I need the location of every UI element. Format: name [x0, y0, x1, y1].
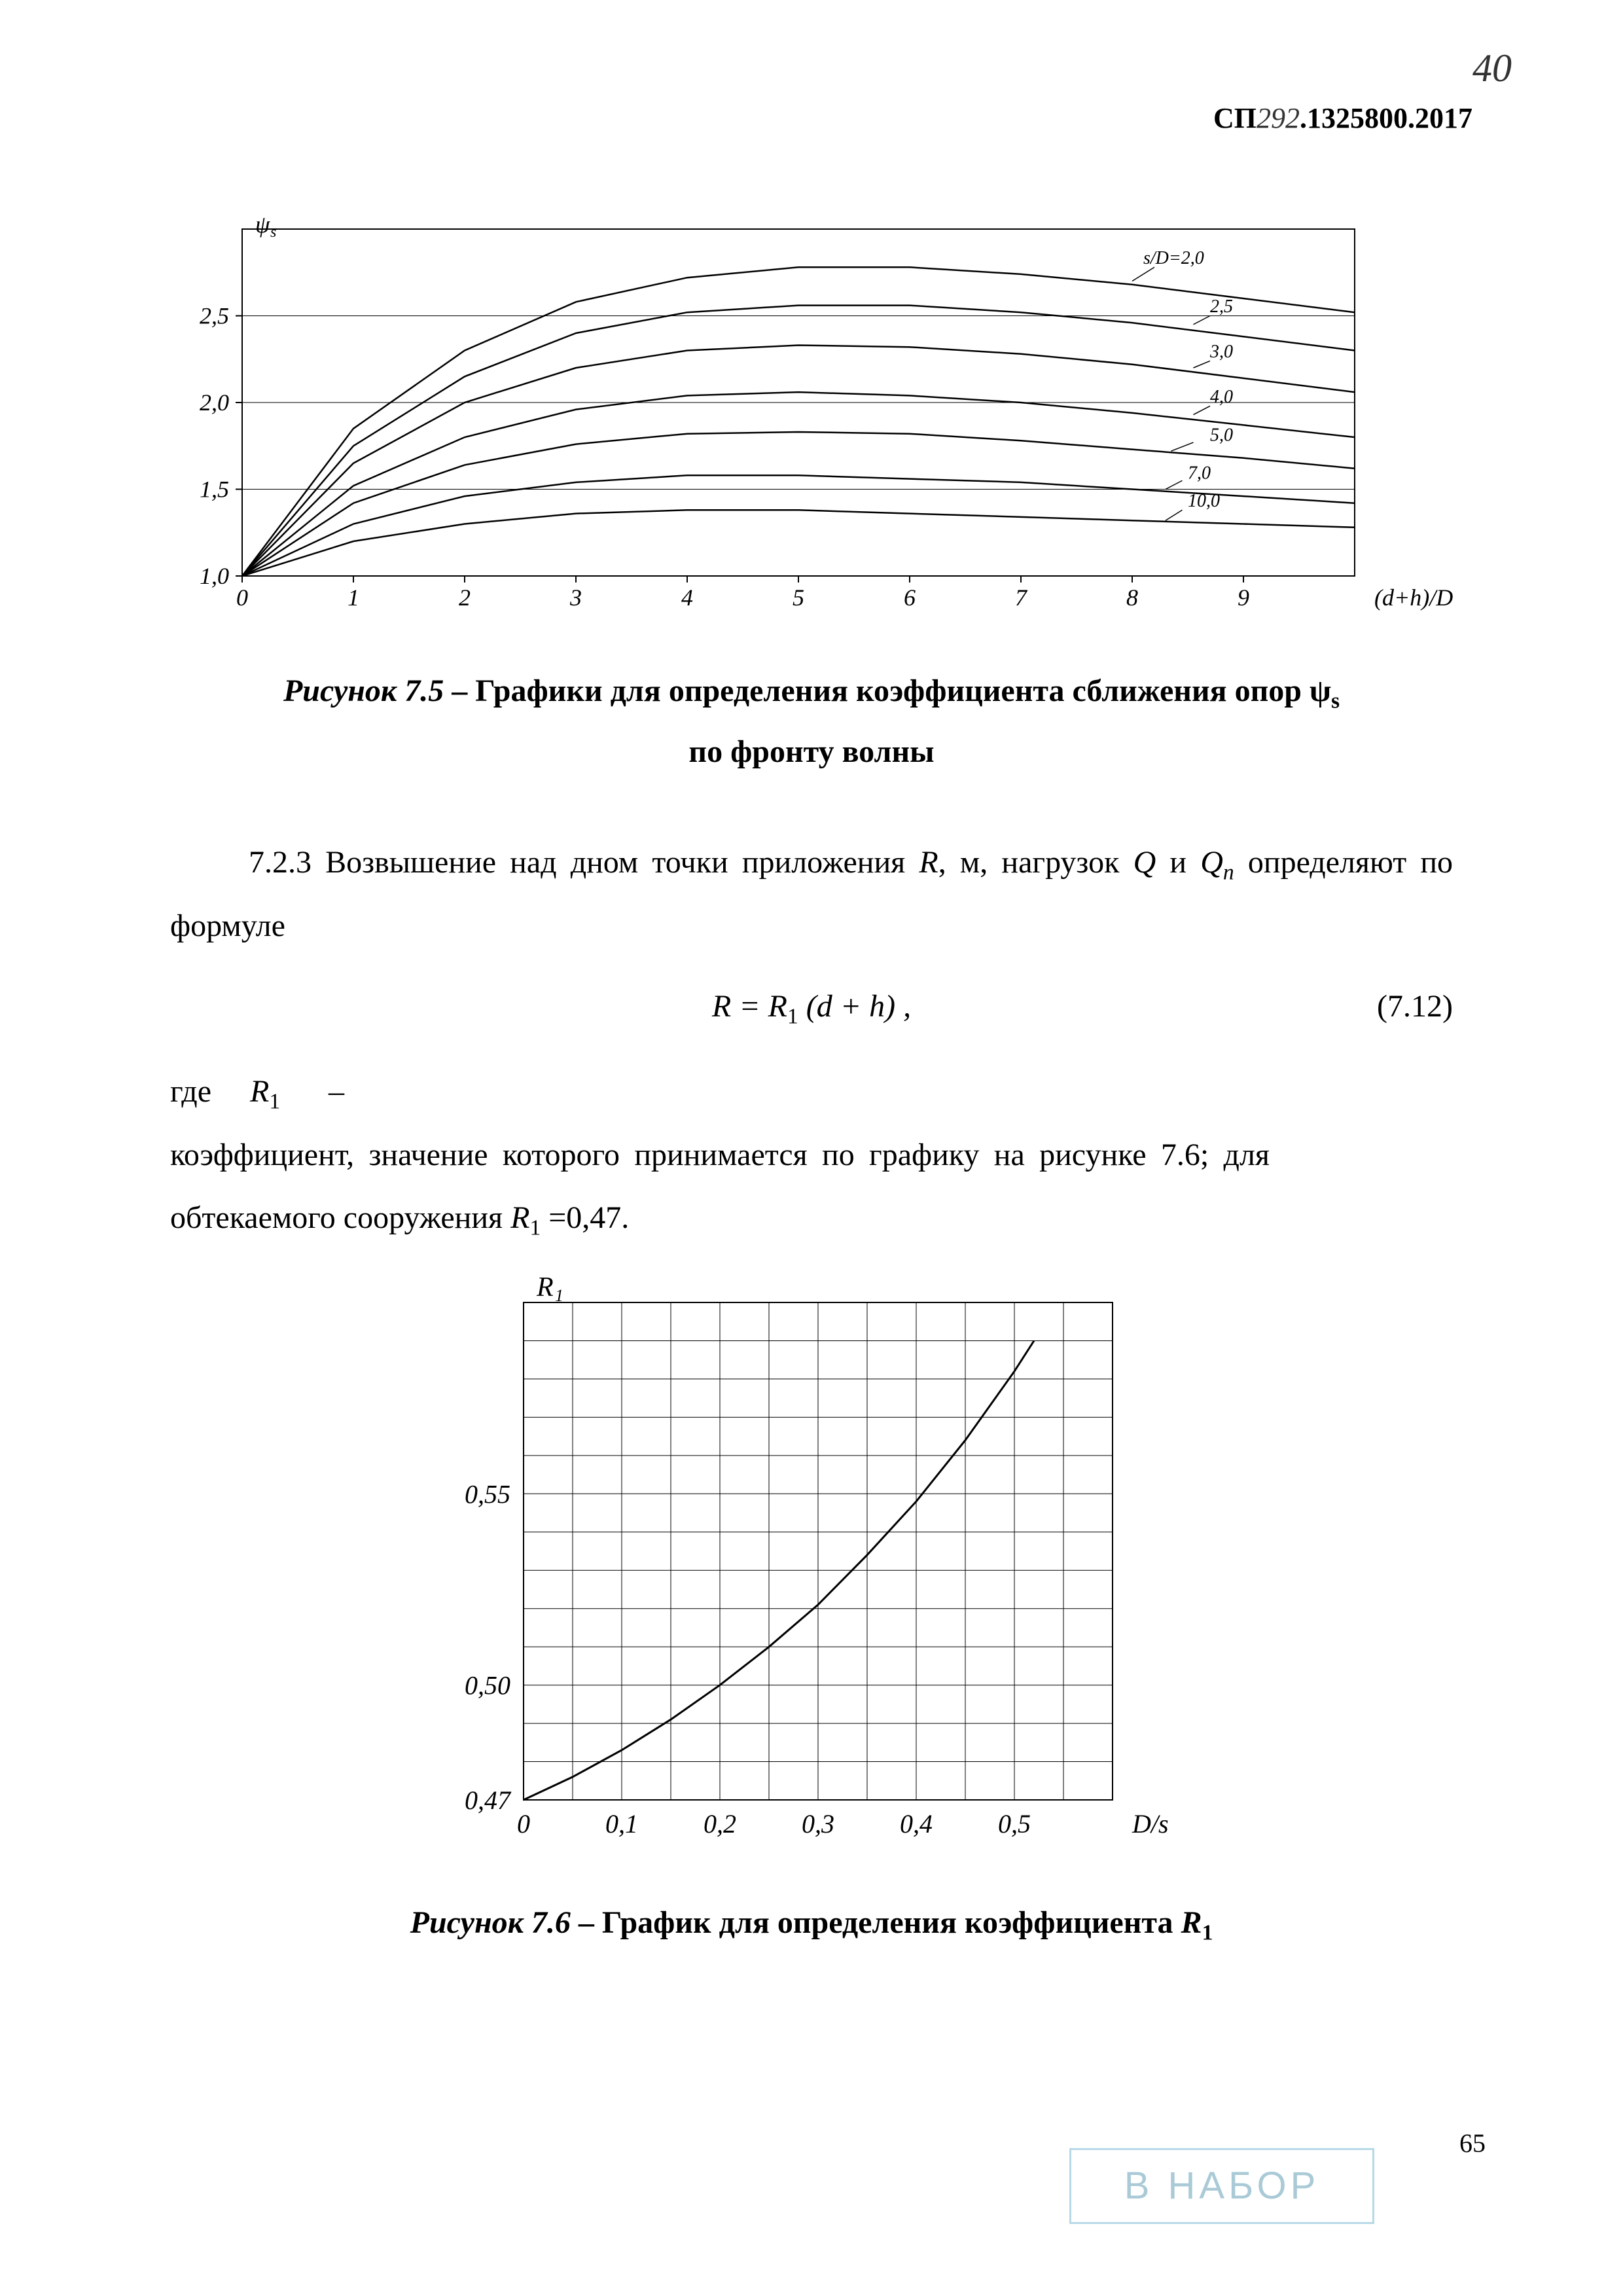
svg-text:0,5: 0,5 — [998, 1809, 1031, 1839]
para-text-b: , м, нагрузок — [938, 845, 1133, 880]
page-number: 65 — [1459, 2128, 1486, 2159]
svg-text:s: s — [270, 224, 276, 241]
where-text-b: =0,47. — [541, 1200, 629, 1235]
svg-text:0,1: 0,1 — [605, 1809, 638, 1839]
formula-lhs: R — [712, 989, 731, 1024]
para-text-a: Возвышение над дном точки приложения — [325, 845, 919, 880]
where-text-a: коэффициент, значение которого принимает… — [170, 1138, 1270, 1235]
svg-text:0,4: 0,4 — [900, 1809, 933, 1839]
svg-text:0,50: 0,50 — [465, 1671, 510, 1700]
para-num: 7.2.3 — [249, 845, 325, 880]
svg-text:3,0: 3,0 — [1209, 342, 1233, 362]
svg-text:2,0: 2,0 — [200, 389, 229, 416]
caption-text-b: по фронту волны — [688, 734, 934, 769]
stamp: В НАБОР — [1069, 2148, 1374, 2224]
svg-text:5,0: 5,0 — [1210, 425, 1233, 445]
formula-rhs-sub: 1 — [787, 1005, 798, 1029]
where-R1: R — [510, 1200, 529, 1235]
svg-text:9: 9 — [1238, 584, 1249, 611]
svg-text:5: 5 — [793, 584, 804, 611]
sym-Q: Q — [1133, 845, 1156, 880]
svg-text:1,5: 1,5 — [200, 476, 229, 503]
svg-text:8: 8 — [1126, 584, 1138, 611]
svg-text:0,47: 0,47 — [465, 1785, 512, 1815]
figure-7-5-caption: Рисунок 7.5 – Графики для определения ко… — [0, 661, 1623, 782]
where-label: где — [170, 1060, 242, 1123]
svg-text:7: 7 — [1015, 584, 1028, 611]
svg-text:D/s: D/s — [1132, 1809, 1169, 1839]
svg-text:3: 3 — [569, 584, 582, 611]
where-block: где R1 – коэффициент, значение которого … — [170, 1060, 1453, 1250]
handwritten-page-number: 40 — [1472, 46, 1512, 91]
svg-text:10,0: 10,0 — [1188, 491, 1220, 511]
svg-text:1,0: 1,0 — [200, 563, 229, 589]
formula-rhs-b: (d + h) , — [806, 989, 911, 1024]
svg-text:1: 1 — [348, 584, 359, 611]
sym-Qn: Q — [1200, 845, 1223, 880]
svg-text:R: R — [536, 1272, 554, 1302]
svg-text:4,0: 4,0 — [1210, 387, 1233, 407]
para-and: и — [1156, 845, 1200, 880]
svg-text:0,55: 0,55 — [465, 1479, 510, 1509]
svg-text:0,3: 0,3 — [802, 1809, 834, 1839]
where-symbol-sub: 1 — [269, 1090, 280, 1114]
figure-label: Рисунок 7.6 — [410, 1905, 571, 1940]
svg-text:0: 0 — [236, 584, 248, 611]
formula-7-12: R = R1 (d + h) , (7.12) — [170, 988, 1453, 1030]
sym-R: R — [919, 845, 938, 880]
figure-7-5-chart: 1,0 1,5 2,0 2,5 0 1 2 3 4 5 6 7 8 9 ψs (d+h)/D s/D=2,0 2,… — [164, 216, 1459, 622]
code-handwritten: 292 — [1257, 102, 1300, 134]
formula-number: (7.12) — [1377, 988, 1453, 1024]
svg-text:4: 4 — [681, 584, 693, 611]
svg-text:ψ: ψ — [255, 216, 270, 238]
svg-text:0,2: 0,2 — [704, 1809, 736, 1839]
svg-text:7,0: 7,0 — [1188, 463, 1211, 484]
caption-text: График для определения коэффициента — [602, 1905, 1181, 1940]
where-symbol: R — [250, 1074, 269, 1109]
sym-R: R — [1181, 1905, 1202, 1940]
svg-text:2,5: 2,5 — [200, 303, 229, 329]
sym-Qn-sub: n — [1223, 861, 1234, 885]
caption-dash: – — [444, 673, 475, 708]
svg-text:2: 2 — [459, 584, 471, 611]
caption-dash: – — [571, 1905, 602, 1940]
svg-text:6: 6 — [904, 584, 916, 611]
where-R1-sub: 1 — [529, 1215, 541, 1240]
formula-rhs-a: R — [768, 989, 787, 1024]
svg-text:2,5: 2,5 — [1210, 296, 1233, 317]
psi-sub: s — [1331, 689, 1340, 713]
where-dash: – — [317, 1060, 356, 1123]
code-suffix: .1325800.2017 — [1300, 102, 1472, 134]
figure-label: Рисунок 7.5 — [283, 673, 444, 708]
svg-text:1: 1 — [555, 1286, 563, 1305]
svg-text:0: 0 — [517, 1809, 530, 1839]
sym-R-sub: 1 — [1202, 1921, 1213, 1945]
svg-text:s/D=2,0: s/D=2,0 — [1143, 248, 1204, 268]
document-code: СП292.1325800.2017 — [1213, 101, 1472, 135]
paragraph-7-2-3: 7.2.3 Возвышение над дном точки приложен… — [170, 831, 1453, 958]
figure-7-6-chart: 0,47 0,50 0,55 0 0,1 0,2 0,3 0,4 0,5 R1 D/s — [393, 1263, 1243, 1872]
svg-text:(d+h)/D: (d+h)/D — [1374, 584, 1453, 611]
code-prefix: СП — [1213, 102, 1257, 134]
figure-7-6-caption: Рисунок 7.6 – График для определения коэ… — [0, 1905, 1623, 1946]
caption-text-a: Графики для определения коэффициента сбл… — [475, 673, 1331, 708]
page: 40 СП292.1325800.2017 1,0 1,5 2,0 2,5 0 1 2 3 4 5… — [0, 0, 1623, 2296]
